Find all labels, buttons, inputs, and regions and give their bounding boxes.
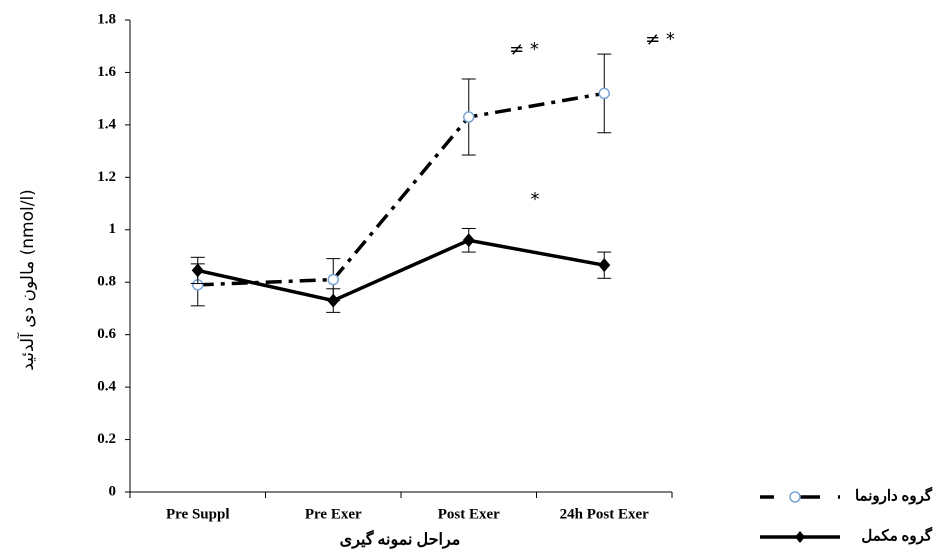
marker [327,273,339,286]
series-line [197,91,605,287]
y-tick-label: 1.4 [97,116,116,132]
x-tick-label: Pre Exer [305,506,362,522]
x-axis-label: مراحل نمونه گیری [340,530,461,550]
y-tick-label: 0.8 [97,274,116,290]
series-line [197,238,605,303]
annotation: ≠ * [509,39,539,60]
y-tick-label: 0.6 [97,326,116,342]
y-tick-label: 1.6 [97,64,116,80]
y-tick-label: 0.2 [97,431,116,447]
x-tick-label: Post Exer [438,506,500,522]
y-tick-label: 0 [109,483,117,499]
legend-marker [789,491,801,503]
legend-marker [795,531,805,543]
annotation: ≠ * [645,29,675,50]
x-tick-label: 24h Post Exer [560,506,650,522]
y-axis-label: مالون دی آلدئید (nmol/l) [16,189,38,371]
marker [463,111,475,123]
y-tick-label: 1.8 [97,11,116,27]
y-tick-label: 0.4 [97,379,116,395]
y-tick-label: 1.2 [97,169,116,185]
legend-label: گروه دارونما [855,486,933,504]
legend-label: گروه مکمل [861,526,932,544]
annotation: * [531,189,540,210]
marker [462,233,475,248]
marker [598,258,611,273]
x-tick-label: Pre Suppl [166,506,230,522]
marker [327,293,340,308]
marker [191,263,204,278]
y-tick-label: 1 [109,221,117,237]
marker [598,87,610,100]
